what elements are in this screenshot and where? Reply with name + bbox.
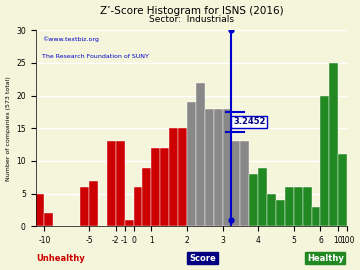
Bar [303, 187, 312, 226]
Bar [285, 187, 294, 226]
Y-axis label: Number of companies (573 total): Number of companies (573 total) [5, 76, 10, 181]
Bar [89, 181, 98, 226]
Text: Sector:  Industrials: Sector: Industrials [149, 15, 234, 23]
Bar [231, 141, 240, 226]
Bar [320, 96, 329, 226]
Bar [258, 167, 267, 226]
Title: Z’-Score Histogram for ISNS (2016): Z’-Score Histogram for ISNS (2016) [100, 6, 283, 16]
Bar [249, 174, 258, 226]
Text: ©www.textbiz.org: ©www.textbiz.org [42, 36, 99, 42]
Bar [160, 148, 169, 226]
Bar [276, 200, 285, 226]
Bar [267, 194, 276, 226]
Bar [116, 141, 125, 226]
Bar [107, 141, 116, 226]
Bar [240, 141, 249, 226]
Bar [134, 187, 143, 226]
Bar [338, 154, 347, 226]
Bar [196, 83, 205, 226]
Bar [143, 167, 151, 226]
Bar [151, 148, 160, 226]
Text: 3.2452: 3.2452 [233, 117, 266, 126]
Bar [178, 128, 187, 226]
Bar [222, 109, 231, 226]
Bar [294, 187, 303, 226]
Bar [45, 213, 53, 226]
Bar [169, 128, 178, 226]
Bar [312, 207, 320, 226]
Bar [36, 194, 45, 226]
Text: Score: Score [189, 254, 216, 263]
Bar [213, 109, 222, 226]
Bar [187, 102, 196, 226]
Text: Unhealthy: Unhealthy [36, 254, 85, 263]
Bar [329, 63, 338, 226]
Bar [80, 187, 89, 226]
Bar [205, 109, 213, 226]
Text: Healthy: Healthy [307, 254, 344, 263]
Bar [125, 220, 134, 226]
Text: The Research Foundation of SUNY: The Research Foundation of SUNY [42, 54, 149, 59]
